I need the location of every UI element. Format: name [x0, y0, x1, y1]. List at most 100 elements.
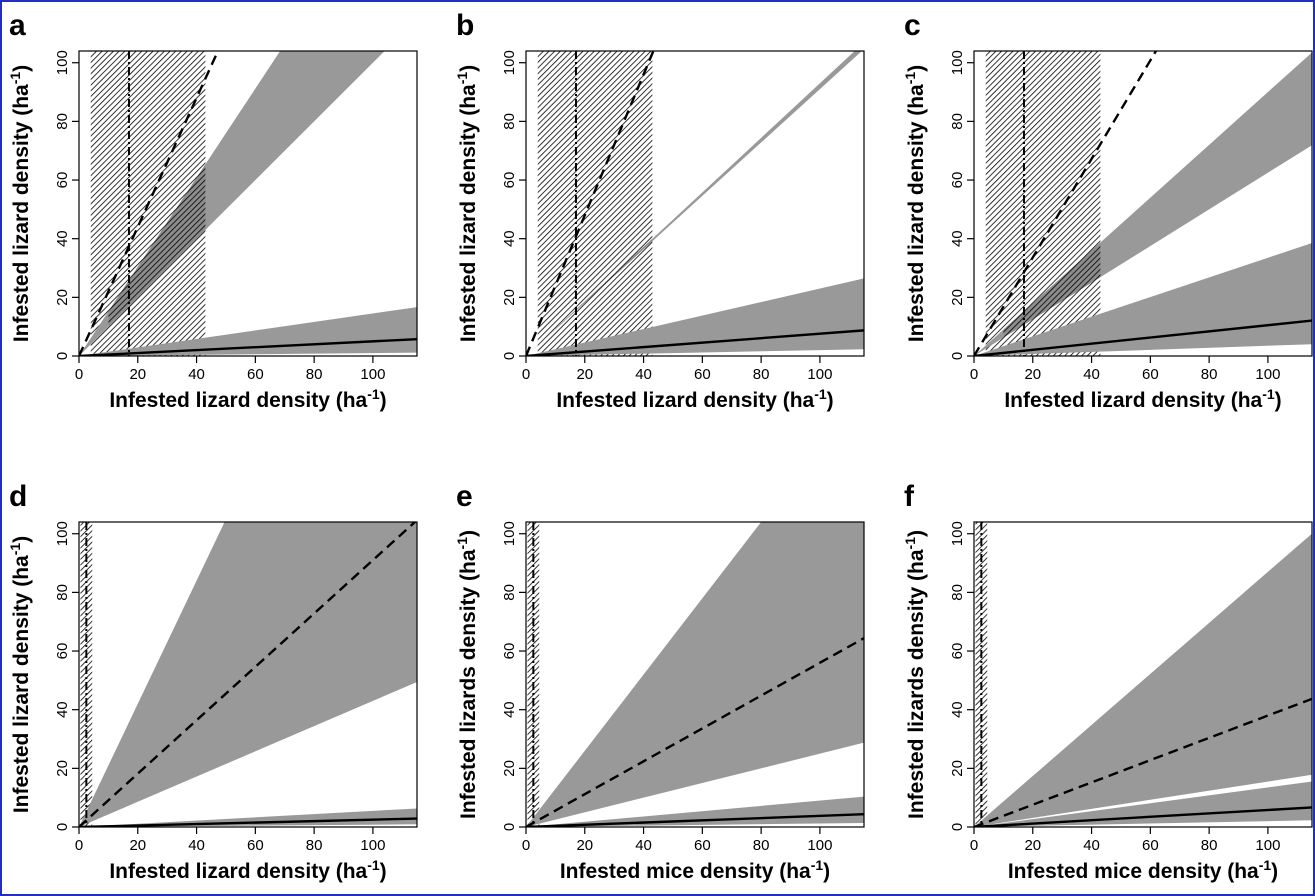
- x-tick-label: 60: [1142, 366, 1159, 383]
- y-tick-label: 80: [54, 584, 71, 601]
- plot-area: [526, 51, 864, 356]
- x-tick-label: 0: [75, 837, 83, 854]
- plot-area: [79, 51, 417, 356]
- plot-area: [526, 522, 864, 827]
- axis-label-unit-exponent: -1: [454, 72, 470, 85]
- panel-b: 0 20 40 60 80 100 0 20 40 60 80 100 b Infested lizard…: [454, 9, 865, 412]
- dashed-series-line: [79, 522, 417, 827]
- plot-box: [78, 50, 418, 357]
- y-tick-label: 60: [949, 643, 966, 660]
- x-tick-label: 100: [1255, 837, 1280, 854]
- axis-label-text: Infested lizard density (ha: [1004, 389, 1262, 412]
- panel-f: 0 20 40 60 80 100 0 20 40 60 80 100 f Infested mice d…: [902, 480, 1313, 883]
- axis-label-close: ): [457, 65, 480, 72]
- plot-box: [525, 521, 865, 828]
- overlap-hatch: [555, 238, 653, 330]
- dashed-line-band: [526, 51, 862, 356]
- y-tick-label: 20: [949, 760, 966, 777]
- x-axis-label: Infested lizard density (ha-1): [109, 386, 386, 412]
- y-axis-label: Infested lizard density (ha-1): [902, 65, 928, 342]
- axis-label-text: Infested mice density (ha: [560, 860, 811, 883]
- x-tick-label: 60: [694, 837, 711, 854]
- y-tick-label: 60: [949, 172, 966, 189]
- axis-label-unit-exponent: -1: [811, 857, 824, 873]
- x-tick-label: 0: [75, 366, 83, 383]
- solid-series-line: [974, 319, 1312, 356]
- axis-label-unit-exponent: -1: [1262, 386, 1275, 402]
- y-tick-label: 60: [54, 643, 71, 660]
- y-tick-label: 20: [501, 760, 518, 777]
- axis-label-unit-exponent: -1: [902, 72, 918, 85]
- y-tick-label: 40: [949, 701, 966, 718]
- axis-label-close: ): [380, 860, 387, 883]
- axis-label-text: Infested lizard density (ha: [10, 84, 33, 342]
- solid-series-line: [526, 329, 864, 356]
- solid-line-band: [79, 808, 417, 827]
- y-tick-label: 80: [501, 113, 518, 130]
- plot-box: [78, 521, 418, 828]
- axis-label-text: Infested lizard density (ha: [10, 555, 33, 813]
- plot-box: [973, 50, 1313, 357]
- x-tick-label: 80: [1201, 366, 1218, 383]
- plot-area: [974, 522, 1312, 827]
- axis-label-close: ): [457, 530, 480, 537]
- y-tick-label: 80: [949, 113, 966, 130]
- y-tick-label: 0: [54, 352, 71, 360]
- panel-e: 0 20 40 60 80 100 0 20 40 60 80 100 e Infested mice d…: [454, 480, 865, 883]
- dashed-line-band: [974, 533, 1312, 827]
- y-axis-label: Infested lizards density (ha-1): [902, 530, 928, 819]
- y-tick-label: 0: [54, 823, 71, 831]
- y-tick-label: 20: [949, 289, 966, 306]
- y-tick-label: 80: [949, 584, 966, 601]
- x-tick-label: 0: [970, 837, 978, 854]
- y-tick-label: 40: [501, 230, 518, 247]
- axis-label-text: Infested mice density (ha: [1008, 860, 1259, 883]
- y-tick-label: 0: [949, 823, 966, 831]
- dashed-series-line: [974, 697, 1312, 827]
- axis-label-text: Infested lizard density (ha: [109, 860, 367, 883]
- dashed-series-line: [526, 51, 655, 356]
- y-tick-label: 40: [501, 701, 518, 718]
- plot-area: [79, 522, 417, 827]
- x-axis-label: Infested lizard density (ha-1): [109, 857, 386, 883]
- y-tick-label: 100: [501, 521, 518, 546]
- axis-label-unit-exponent: -1: [367, 857, 380, 873]
- x-tick-label: 20: [129, 837, 146, 854]
- x-tick-label: 100: [360, 366, 385, 383]
- dashed-series-line: [974, 51, 1158, 356]
- x-tick-label: 80: [306, 837, 323, 854]
- x-axis-label: Infested mice density (ha-1): [560, 857, 830, 883]
- axis-label-close: ): [380, 389, 387, 412]
- x-tick-label: 100: [360, 837, 385, 854]
- axis-label-text: Infested lizard density (ha: [556, 389, 814, 412]
- solid-series-line: [974, 806, 1312, 827]
- y-tick-label: 20: [501, 289, 518, 306]
- axis-label-close: ): [905, 530, 928, 537]
- axis-label-close: ): [10, 65, 33, 72]
- axis-label-close: ): [1271, 860, 1278, 883]
- y-tick-label: 20: [54, 289, 71, 306]
- x-tick-label: 20: [1024, 366, 1041, 383]
- x-tick-label: 80: [753, 837, 770, 854]
- axis-label-text: Infested lizards density (ha: [905, 549, 928, 819]
- axis-label-close: ): [905, 65, 928, 72]
- plot-box: [973, 521, 1313, 828]
- y-tick-label: 60: [501, 172, 518, 189]
- x-tick-label: 40: [635, 837, 652, 854]
- solid-line-band: [526, 796, 864, 827]
- x-axis-label: Infested lizard density (ha-1): [1004, 386, 1281, 412]
- y-tick-label: 100: [949, 50, 966, 75]
- solid-line-band: [974, 243, 1312, 356]
- y-tick-label: 100: [54, 521, 71, 546]
- x-tick-label: 80: [1201, 837, 1218, 854]
- plot-area: [974, 51, 1312, 356]
- dashed-line-band: [526, 522, 864, 827]
- y-tick-label: 80: [501, 584, 518, 601]
- axis-label-text: Infested lizard density (ha: [109, 389, 367, 412]
- x-tick-label: 40: [188, 366, 205, 383]
- y-tick-label: 0: [501, 823, 518, 831]
- x-tick-label: 40: [635, 366, 652, 383]
- y-tick-label: 60: [54, 172, 71, 189]
